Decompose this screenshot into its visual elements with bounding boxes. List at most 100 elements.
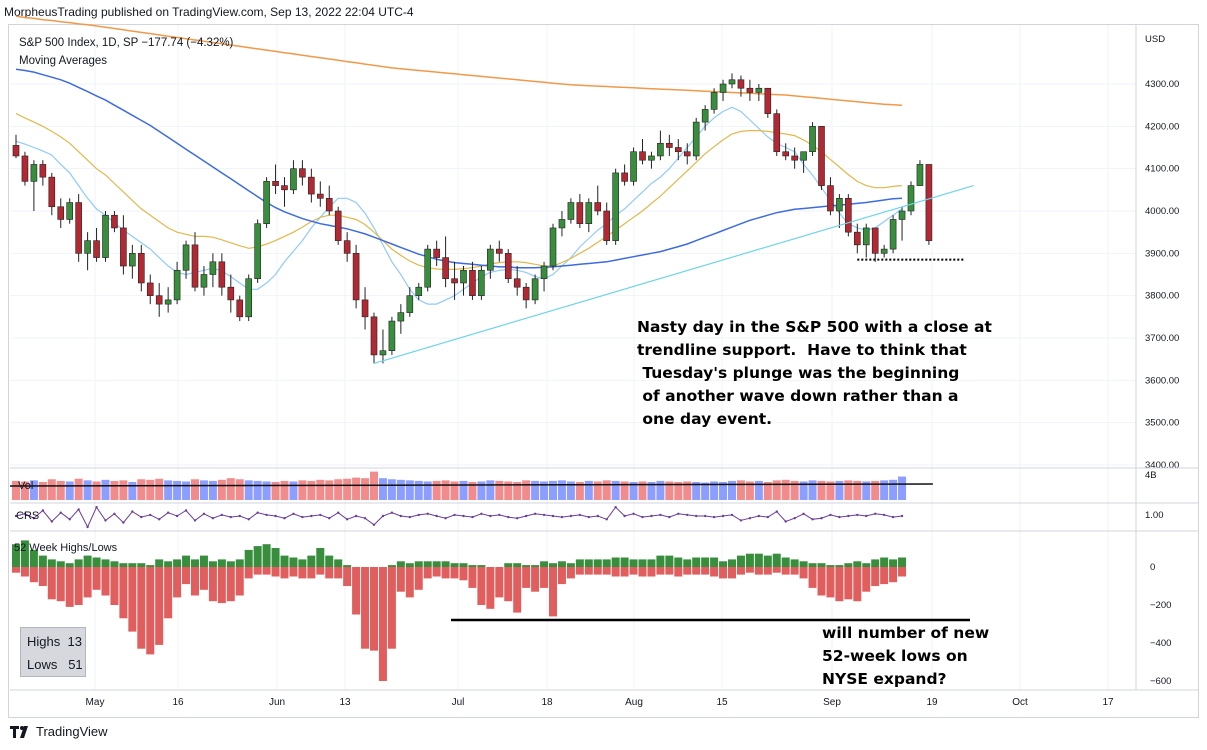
new-highs-bar (307, 555, 316, 567)
new-highs-bar (647, 559, 656, 567)
new-highs-bar (880, 557, 889, 567)
volume-bar (880, 480, 889, 500)
new-lows-bar (208, 567, 217, 602)
time-tick-label: 17 (1102, 697, 1114, 708)
crs-point (158, 518, 161, 521)
new-lows-bar (56, 567, 65, 602)
crs-point (847, 514, 850, 518)
volume-bar (566, 481, 575, 500)
candle-body (603, 210, 611, 241)
new-lows-bar (674, 567, 683, 577)
candle-body (263, 181, 270, 225)
volume-bar (745, 481, 754, 500)
time-tick-label: May (86, 697, 105, 708)
new-lows-bar (629, 567, 638, 575)
candle-body (791, 155, 798, 161)
crs-point (149, 513, 152, 517)
candle-body (182, 244, 190, 271)
crs-point (274, 514, 277, 518)
new-highs-bar (566, 563, 575, 567)
new-highs-bar (226, 561, 235, 567)
candle (30, 160, 38, 211)
new-lows-bar (531, 567, 540, 592)
candle-body (290, 168, 297, 191)
new-highs-bar (65, 563, 74, 567)
volume-bar (835, 480, 844, 500)
candle-body (880, 248, 888, 254)
candle-body (495, 248, 503, 254)
candle-body (84, 240, 91, 254)
candle-body (531, 278, 539, 301)
new-highs-bar (450, 563, 459, 567)
volume-bar (450, 481, 459, 500)
candle (84, 232, 91, 271)
new-lows-bar (146, 567, 155, 655)
new-lows-bar (387, 567, 396, 649)
candle-body (200, 274, 208, 288)
new-lows-bar (361, 567, 370, 649)
volume-bar (701, 482, 710, 500)
candle-body (325, 198, 333, 212)
new-lows-bar (593, 567, 602, 575)
candle-body (111, 214, 118, 229)
new-lows-bar (710, 567, 719, 577)
candle-body (782, 151, 790, 157)
crs-point (256, 511, 259, 514)
new-highs-bar (826, 565, 835, 567)
trendline-support (373, 185, 974, 364)
candle (531, 274, 539, 305)
price-tick-label: 3500.00 (1145, 418, 1179, 429)
new-lows-bar (12, 567, 20, 573)
tradingview-brand[interactable]: TradingView (10, 724, 108, 739)
new-highs-bar (710, 557, 719, 567)
new-highs-bar (92, 557, 101, 567)
new-lows-bar (74, 567, 83, 605)
candle-body (102, 214, 109, 258)
new-highs-bar (504, 563, 513, 567)
volume-bar (414, 480, 423, 500)
crs-point (95, 506, 98, 509)
new-lows-bar (173, 567, 182, 598)
new-lows-bar (763, 567, 772, 575)
volume-bar (781, 479, 790, 500)
new-lows-bar (584, 567, 593, 575)
new-highs-bar (110, 561, 119, 567)
new-lows-bar (217, 567, 226, 604)
volume-bar (65, 481, 74, 500)
new-lows-bar (513, 567, 522, 613)
candle-body (755, 87, 763, 93)
candle-body (218, 261, 226, 288)
new-lows-bar (83, 567, 92, 598)
candle-body (254, 223, 261, 280)
volume-bar (235, 479, 244, 500)
new-highs-bar (423, 561, 432, 567)
new-highs-bar (280, 555, 289, 567)
crs-point (811, 518, 814, 521)
new-lows-bar (522, 567, 531, 588)
volume-pane (9, 471, 933, 500)
new-lows-bar (620, 567, 629, 577)
new-lows-bar (101, 567, 110, 596)
volume-bar (808, 480, 817, 500)
crs-point (891, 515, 895, 519)
time-tick-label: Jul (452, 697, 465, 708)
volume-bar (182, 481, 191, 500)
volume-bar (155, 478, 164, 500)
candle (451, 261, 458, 300)
candle-body (415, 286, 423, 296)
candle (12, 134, 20, 159)
candle-body (299, 168, 306, 178)
new-highs-bar (593, 559, 602, 567)
crs-point (292, 512, 295, 515)
volume-bar (790, 480, 799, 500)
new-lows-bar (199, 567, 208, 590)
candle (818, 126, 825, 190)
crs-point (489, 514, 492, 518)
candle (773, 109, 781, 156)
candle (782, 143, 790, 161)
highs-value: 13 (67, 634, 82, 649)
volume-bar (889, 479, 898, 500)
candle (737, 75, 745, 97)
candle-body (478, 269, 485, 296)
